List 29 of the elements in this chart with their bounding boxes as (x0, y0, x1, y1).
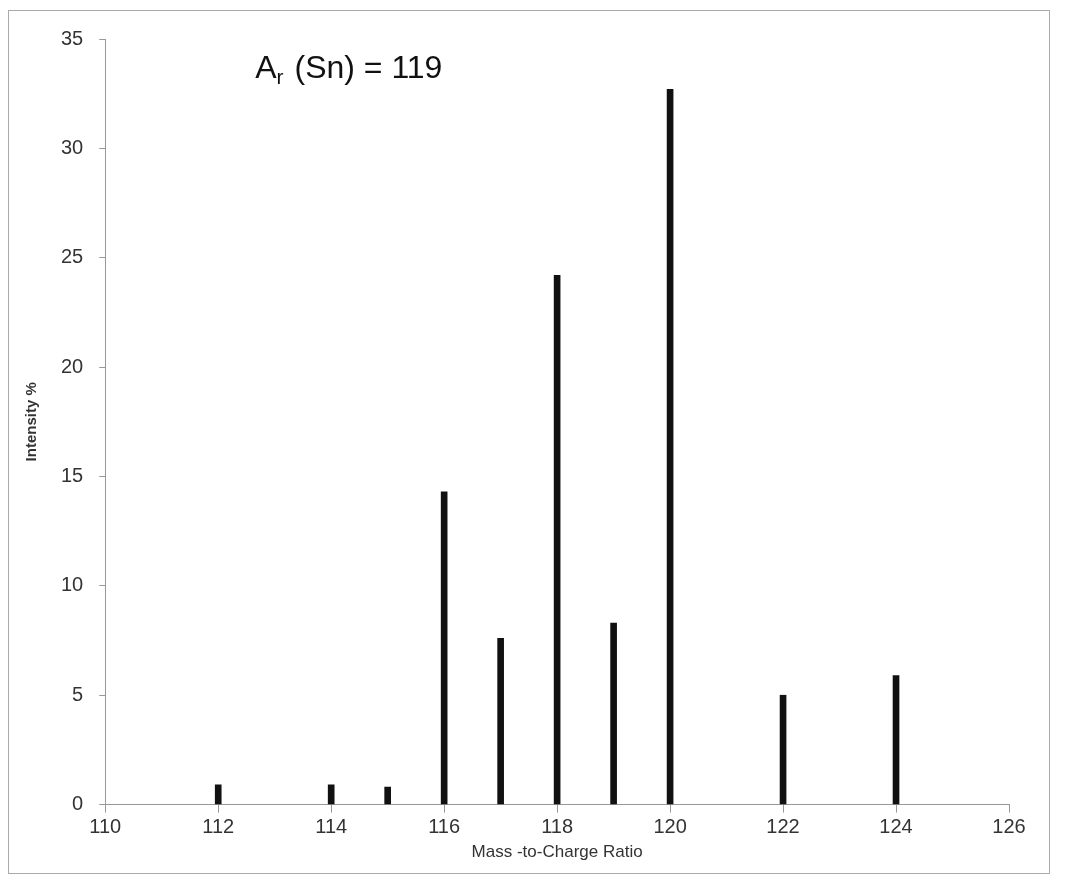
x-tick-label: 114 (315, 815, 348, 838)
bar (666, 88, 674, 805)
x-tick-label: 110 (89, 815, 122, 838)
y-tick-label: 5 (72, 682, 84, 705)
y-tick-label: 35 (61, 26, 84, 49)
bar (779, 694, 787, 805)
x-tick-label: 126 (992, 815, 1026, 838)
y-tick-label: 20 (61, 354, 84, 377)
x-axis-title: Mass -to-Charge Ratio (471, 842, 643, 862)
x-tick-label: 112 (202, 815, 235, 838)
bar (497, 638, 504, 805)
x-tick-label: 124 (879, 815, 913, 838)
bar (553, 274, 561, 805)
x-tick-label: 118 (541, 815, 574, 838)
x-tick-label: 116 (428, 815, 461, 838)
bar (440, 491, 448, 805)
bar (214, 784, 222, 805)
x-tick-label: 122 (766, 815, 800, 838)
y-tick-label: 0 (72, 792, 84, 815)
y-tick-label: 10 (61, 573, 84, 596)
bar (892, 675, 900, 805)
bar (384, 786, 391, 805)
y-tick-label: 30 (61, 135, 84, 158)
x-tick-label: 120 (653, 815, 687, 838)
bar (610, 622, 617, 805)
bar (327, 784, 335, 805)
y-tick-label: 25 (61, 245, 84, 268)
y-axis-title: Intensity % (22, 382, 40, 462)
y-tick-label: 15 (61, 464, 84, 486)
